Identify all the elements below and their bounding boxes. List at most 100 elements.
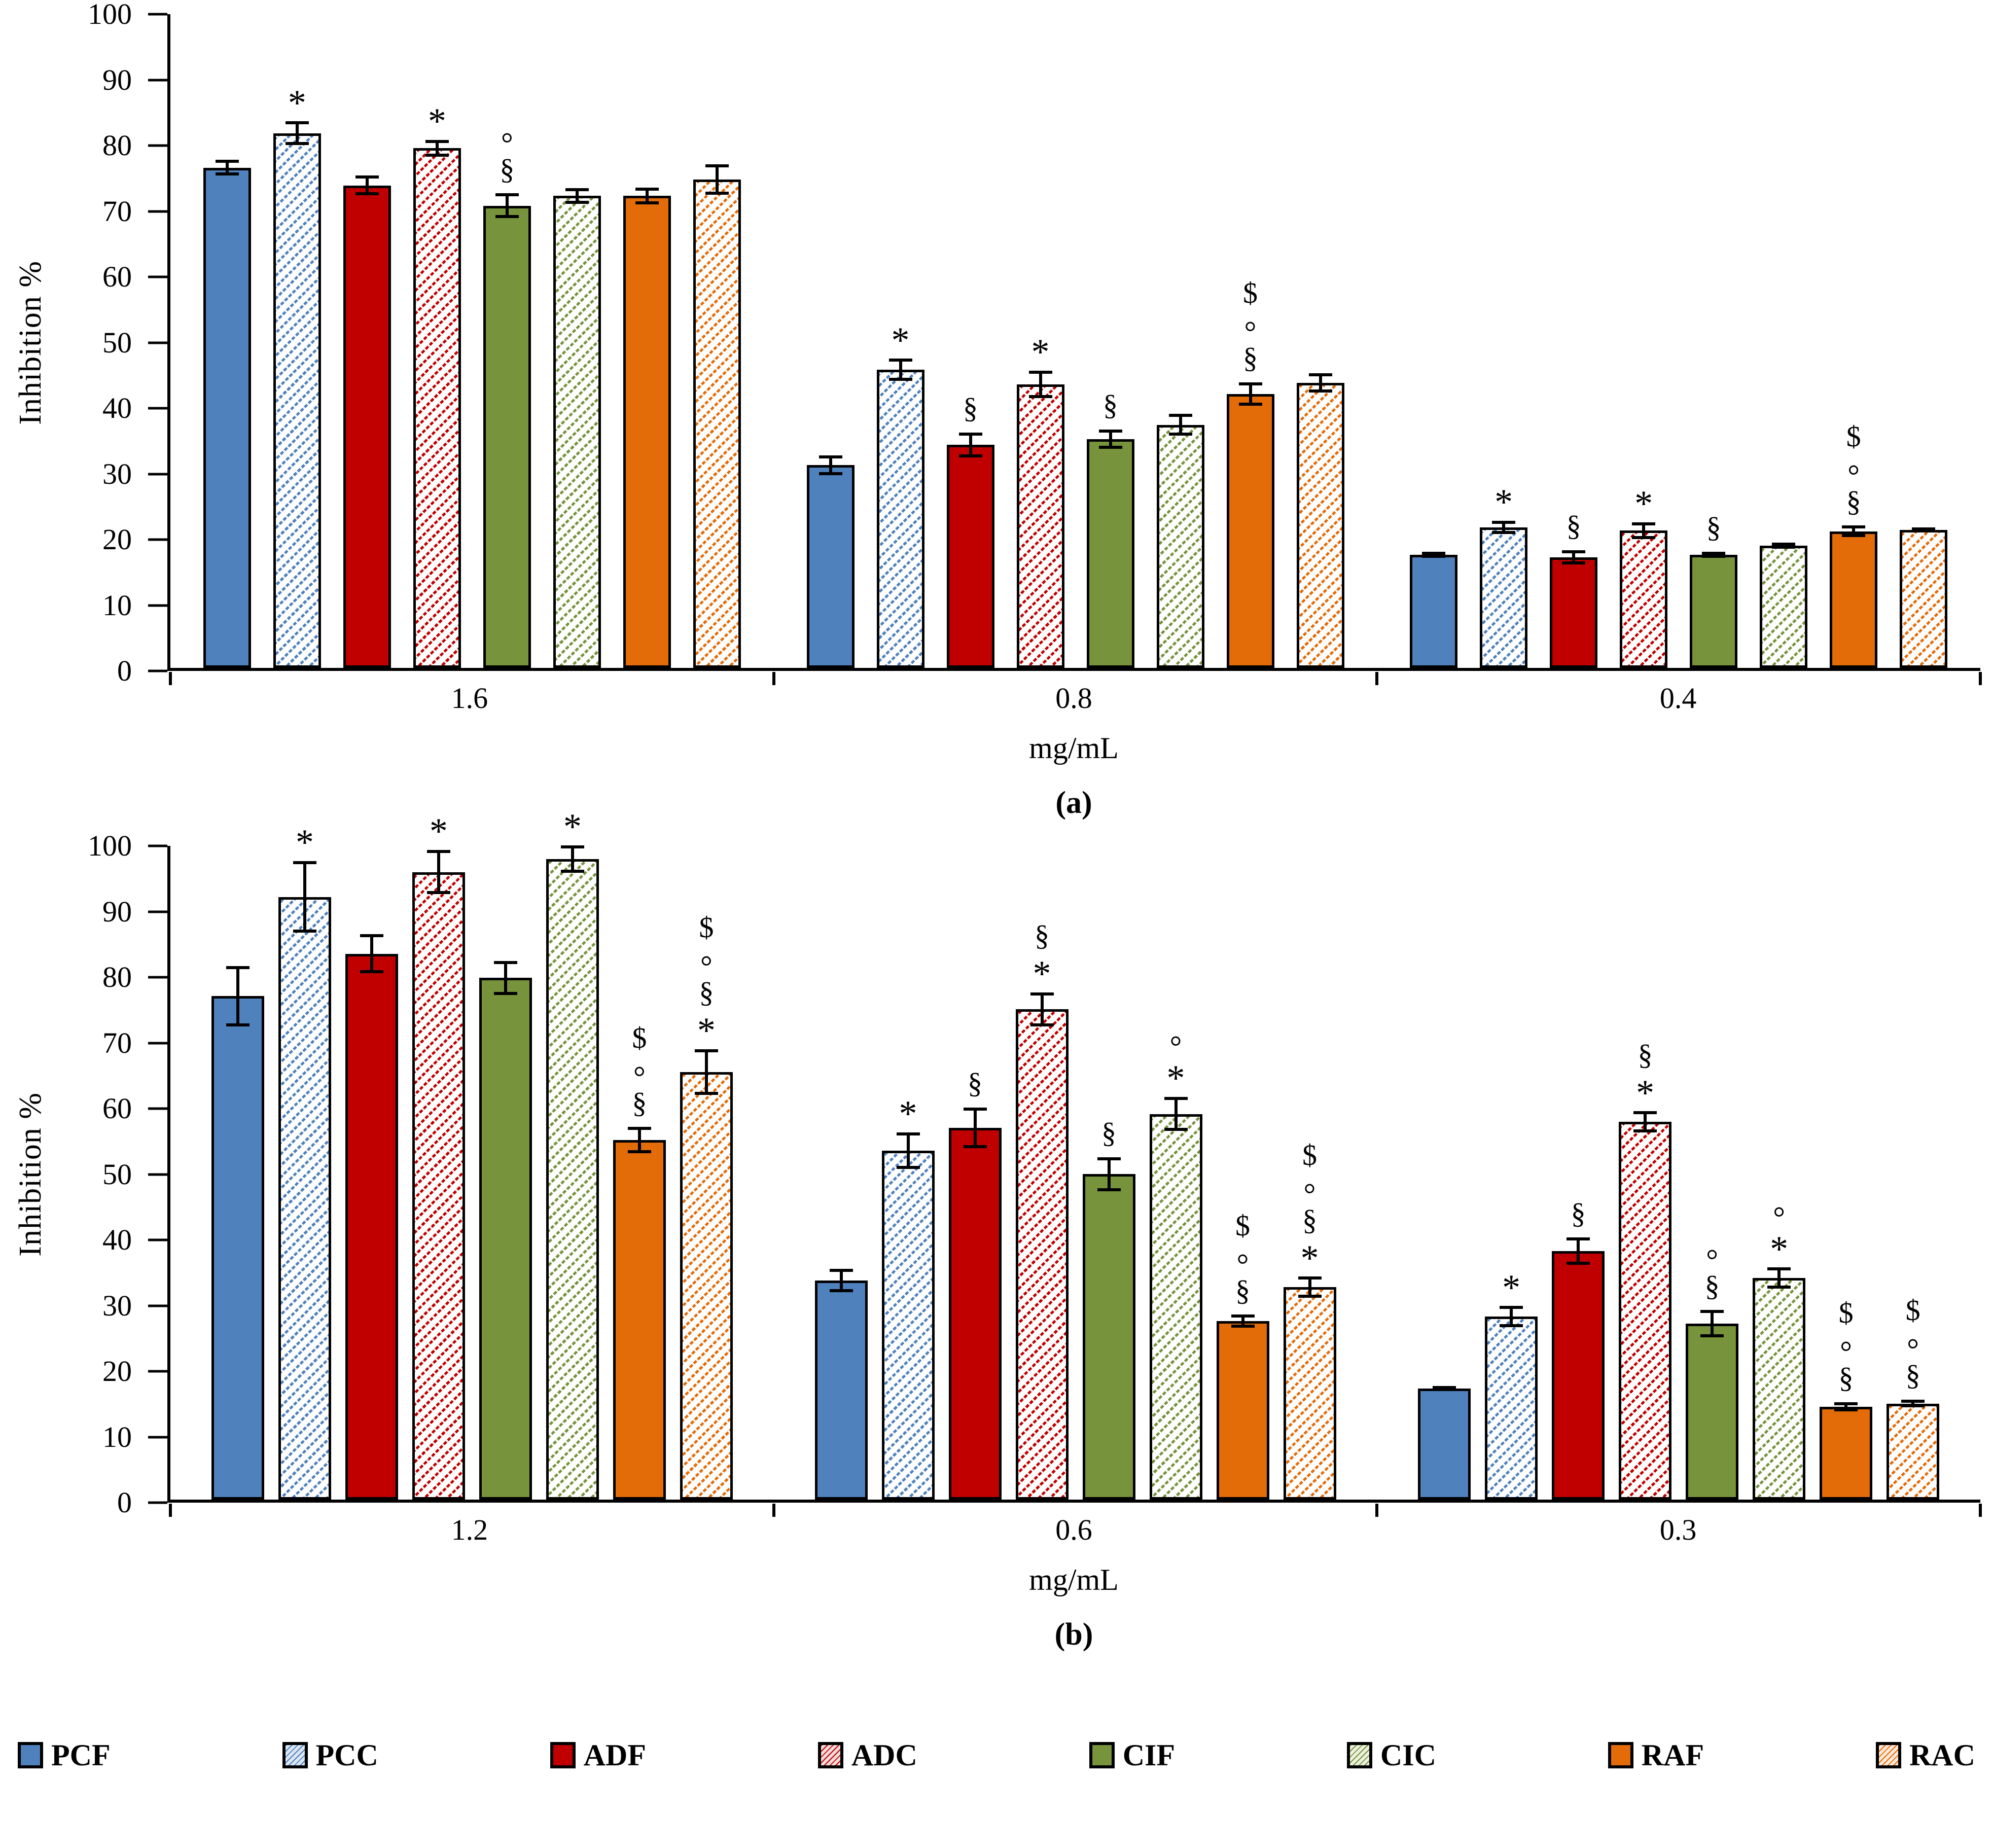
y-tick-mark [148, 1238, 167, 1241]
annotation-symbol: ° [700, 950, 713, 984]
bar-RAF-1.6 [623, 196, 671, 668]
annotation-symbol: ° [1773, 1200, 1786, 1234]
legend-swatch-CIC [1346, 1742, 1372, 1768]
annotation-symbol: * [429, 811, 448, 852]
error-bar [370, 934, 373, 974]
y-tick-mark [148, 1370, 167, 1373]
annotation-symbol: $ [699, 911, 714, 944]
annotation-symbol: $ [1243, 276, 1258, 310]
bar-RAF-0.6 [1216, 1321, 1269, 1500]
bar-ADC-0.3 [1619, 1121, 1672, 1500]
error-bar [715, 164, 719, 195]
bar-slot-ADF-0.6: § [948, 846, 1002, 1500]
bar-group-0.3: * § § * ° § ° * $ ° § $ ° § [1377, 846, 1980, 1500]
error-bar [1572, 550, 1576, 565]
bar-PCC-1.2 [278, 897, 331, 1500]
bar-slot-RAF-1.6 [623, 14, 671, 668]
category-label-0.4: 0.4 [1659, 682, 1697, 715]
error-bar [1109, 429, 1112, 449]
annotation-stack: § * [1033, 919, 1051, 994]
annotation-symbol: * [891, 319, 910, 361]
legend-swatch-ADF [550, 1742, 576, 1768]
y-tick-label: 100 [88, 829, 132, 862]
annotation-symbol: * [697, 1010, 716, 1051]
annotation-symbol: * [288, 82, 306, 123]
legend-item-CIF: CIF [1089, 1738, 1175, 1773]
category-label-1.2: 1.2 [451, 1513, 488, 1546]
bar-CIF-0.3 [1686, 1324, 1739, 1500]
error-bar [969, 432, 972, 457]
bar-slot-CIF-0.4: § [1690, 14, 1738, 668]
error-bar [906, 1132, 910, 1169]
annotation-symbol: § [699, 976, 714, 1009]
annotation-stack: § [1101, 1116, 1116, 1149]
bar-slot-PCF-0.6 [814, 846, 868, 1500]
bar-slot-ADF-1.6 [343, 14, 391, 668]
bar-CIC-0.6 [1149, 1114, 1202, 1500]
y-tick-mark [148, 1107, 167, 1110]
legend-label-ADF: ADF [583, 1738, 646, 1772]
x-axis-boundary-tick [772, 1504, 775, 1517]
y-tick-label: 100 [88, 0, 132, 30]
bar-RAC-0.8 [1296, 383, 1344, 668]
y-axis-title-text: Inhibition % [13, 1092, 48, 1257]
error-bar [1443, 1385, 1446, 1392]
y-tick-label: 30 [102, 457, 132, 490]
y-tick-mark [148, 13, 167, 16]
legend-item-PCC: PCC [282, 1738, 378, 1773]
y-tick-mark [148, 1304, 167, 1307]
legend-label-PCF: PCF [51, 1738, 111, 1772]
bar-PCF-1.2 [211, 996, 264, 1500]
y-tick-mark [148, 1436, 167, 1438]
bar-ADC-0.6 [1015, 1009, 1069, 1500]
error-bar [704, 1049, 708, 1095]
legend-swatch-RAC [1875, 1742, 1901, 1768]
annotation-symbol: ° [1244, 315, 1257, 349]
x-axis-boundary-tick [169, 1504, 172, 1517]
error-bar [1644, 1111, 1647, 1132]
bar-slot-ADC-0.4: * [1620, 14, 1668, 668]
y-tick-label: 10 [102, 1420, 132, 1453]
annotation-symbol: § [1302, 1203, 1317, 1236]
bar-PCC-0.4 [1480, 527, 1528, 668]
y-tick-mark [148, 1042, 167, 1044]
bar-CIF-0.6 [1082, 1174, 1135, 1500]
legend-label-CIC: CIC [1380, 1738, 1436, 1772]
annotation-symbol: ° [1706, 1243, 1719, 1277]
bar-PCC-1.6 [273, 133, 321, 668]
bar-slot-ADF-0.3: § [1552, 846, 1605, 1500]
bar-slot-ADF-0.8: § [946, 14, 994, 668]
bar-slot-CIC-0.8 [1156, 14, 1204, 668]
annotation-symbol: * [1770, 1228, 1789, 1269]
annotation-stack: § [1567, 509, 1581, 542]
bar-PCC-0.8 [876, 370, 924, 668]
y-tick-label: 10 [102, 588, 132, 622]
annotation-symbol: * [1494, 482, 1513, 523]
y-tick-label: 50 [102, 326, 132, 359]
error-bar [571, 845, 574, 873]
legend-item-RAC: RAC [1875, 1738, 1975, 1773]
bar-CIC-0.4 [1760, 545, 1808, 668]
x-axis-boundary-tick [1979, 672, 1982, 685]
annotation-symbol: § [500, 152, 515, 186]
annotation-symbol: § [1838, 1361, 1854, 1395]
annotation-stack: * [1031, 330, 1050, 372]
annotation-symbol: § [1706, 511, 1721, 544]
annotation-stack: § * [1636, 1038, 1654, 1113]
x-axis-boundary-tick [1979, 1504, 1982, 1517]
error-bar [1852, 525, 1856, 538]
error-bar [1039, 370, 1042, 398]
error-bar [504, 961, 507, 995]
error-bar [1711, 1310, 1714, 1338]
bar-slot-CIC-0.3: ° * [1753, 846, 1806, 1500]
bar-slot-CIC-1.6 [553, 14, 601, 668]
error-bar [899, 359, 902, 381]
annotation-symbol: * [1502, 1267, 1521, 1308]
chart-panel-a: Inhibition % 0 10 20 30 40 50 60 70 80 90 100 * * ° §… [0, 0, 1993, 831]
bar-slot-PCC-0.8: * [876, 14, 924, 668]
error-bar [1782, 542, 1786, 549]
error-bar [575, 188, 579, 204]
y-tick-label: 0 [117, 1486, 132, 1519]
bar-slot-RAF-0.8: $ ° § [1226, 14, 1274, 668]
panel-caption-b: (b) [1054, 1617, 1093, 1652]
